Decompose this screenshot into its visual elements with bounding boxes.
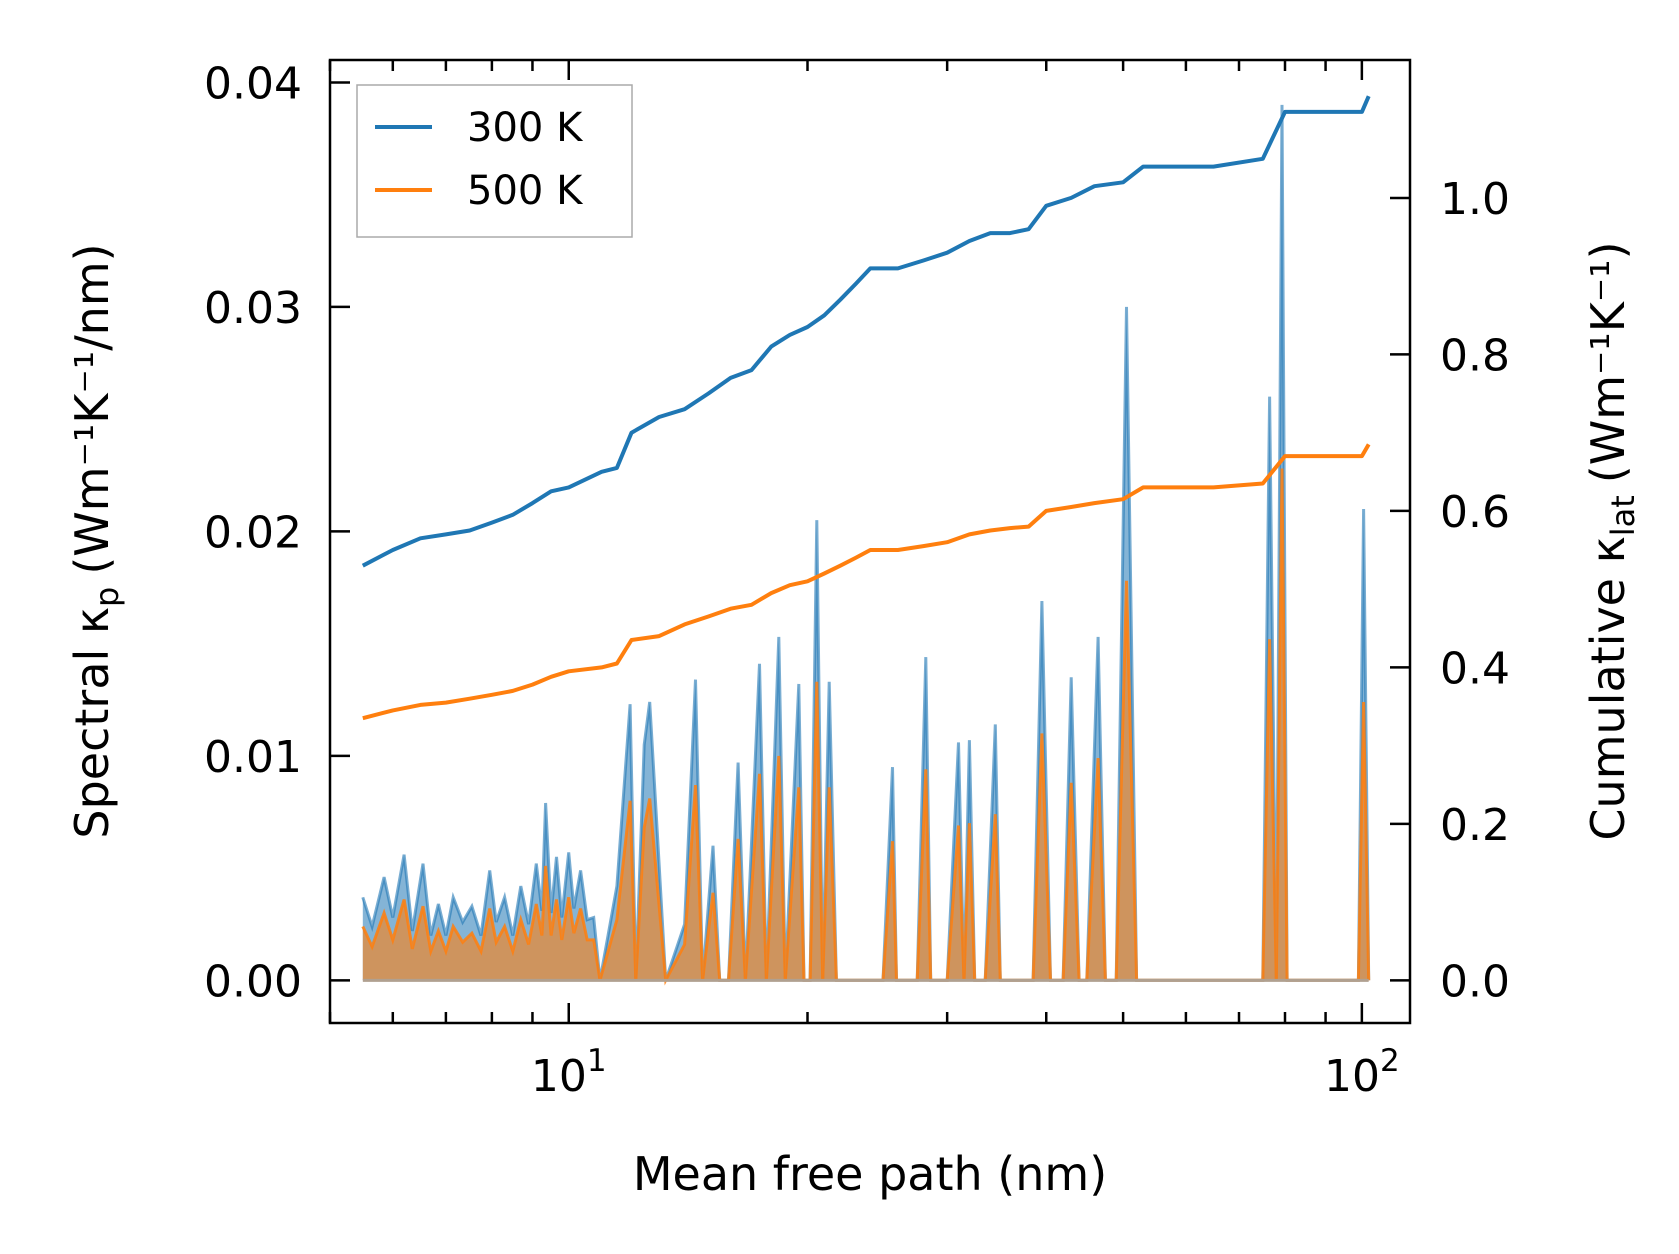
cumulative-line-300k xyxy=(361,95,1371,568)
y-left-tick-label: 0.02 xyxy=(204,507,302,558)
y-left-tick-label: 0.04 xyxy=(204,58,302,109)
x-axis-title: Mean free path (nm) xyxy=(633,1147,1107,1201)
y-right-tick-label: 0.0 xyxy=(1440,956,1510,1007)
legend: 300 K 500 K xyxy=(356,84,633,238)
y-left-axis-title: Spectral κp (Wm⁻¹K⁻¹/nm) xyxy=(65,243,126,838)
cumulative-layer xyxy=(361,95,1371,721)
y-right-title-sub: lat xyxy=(1604,495,1642,536)
y-right-tick-label: 0.6 xyxy=(1440,487,1510,538)
y-right-title-main: Cumulative κ xyxy=(1581,536,1635,840)
y-right-tick-label: 0.2 xyxy=(1440,800,1510,851)
y-right-axis-title: Cumulative κlat (Wm⁻¹K⁻¹) xyxy=(1581,241,1642,840)
spectral-area-500k xyxy=(362,468,1369,981)
y-left-tick-label: 0.03 xyxy=(204,283,302,334)
y-left-title-unit: (Wm⁻¹K⁻¹/nm) xyxy=(65,243,119,574)
legend-label-300k: 300 K xyxy=(467,105,584,151)
y-left-title-main: Spectral κ xyxy=(65,607,119,839)
y-left-title-sub: p xyxy=(88,587,126,607)
plot-frame xyxy=(328,58,1412,1025)
legend-box xyxy=(356,84,633,238)
spectral-area-500k-line xyxy=(361,468,1371,986)
cumulative-line-500k xyxy=(362,443,1371,721)
y-left-tick-label: 0.01 xyxy=(204,732,302,783)
y-right-tick-label: 0.4 xyxy=(1440,643,1510,694)
legend-label-500k: 500 K xyxy=(467,168,584,214)
y-right-tick-label: 0.8 xyxy=(1440,330,1510,381)
ticks-layer: 0.00 0.01 0.02 0.03 0.04 0.0 0.2 0.4 0.6 0.8 1.0 10… xyxy=(204,58,1510,1102)
y-right-tick-label: 1.0 xyxy=(1440,174,1510,225)
spectral-layer xyxy=(361,104,1371,986)
y-left-tick-label: 0.00 xyxy=(204,956,302,1007)
svg-text:Cumulative κlat(Wm⁻¹K⁻¹): Cumulative κlat (Wm⁻¹K⁻¹) xyxy=(1581,241,1642,840)
x-tick-label: 102 xyxy=(1324,1043,1400,1102)
x-tick-label: 101 xyxy=(531,1043,607,1102)
svg-text:Spectral κp(Wm⁻¹K⁻¹/nm): Spectral κp (Wm⁻¹K⁻¹/nm) xyxy=(65,243,126,838)
y-right-title-unit: (Wm⁻¹K⁻¹) xyxy=(1581,241,1635,483)
